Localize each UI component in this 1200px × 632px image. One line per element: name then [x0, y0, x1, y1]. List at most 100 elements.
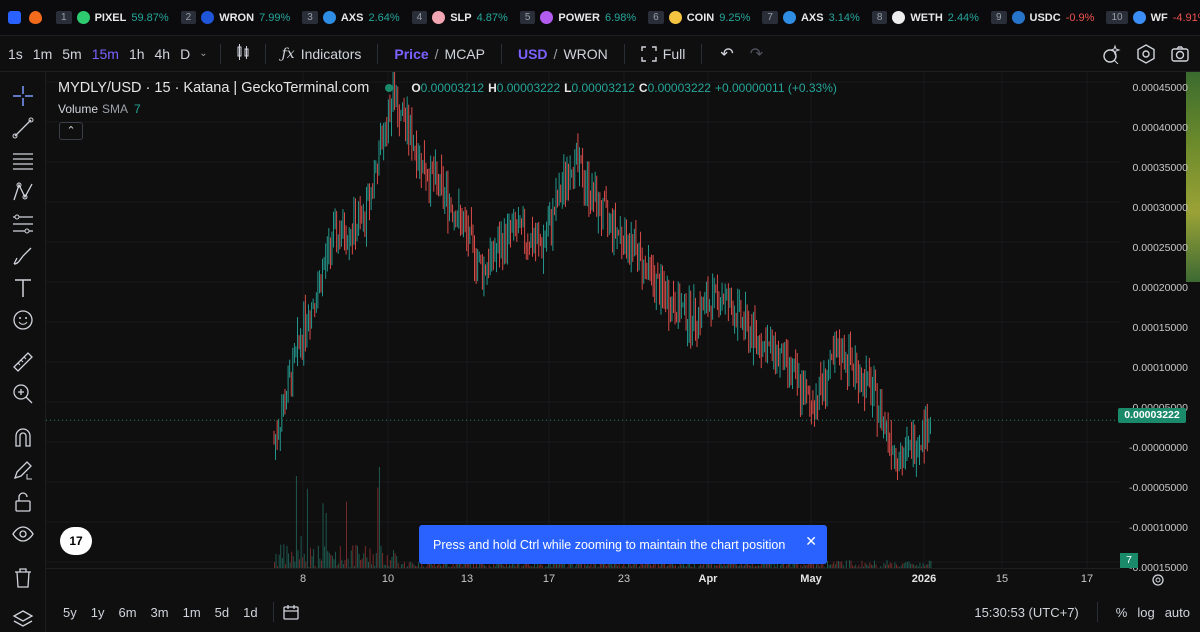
ticker-item-wf[interactable]: 10 WF -4.91%: [1102, 11, 1200, 24]
axis-settings-icon[interactable]: [1150, 572, 1166, 588]
volume-legend[interactable]: Volume SMA 7: [58, 102, 141, 116]
horizontal-lines-icon[interactable]: [11, 148, 35, 172]
timeframe-15m[interactable]: 15m: [91, 45, 119, 62]
ticker-item-slp[interactable]: 4 SLP 4.87%: [408, 11, 516, 24]
timeframe-5m[interactable]: 5m: [62, 45, 82, 62]
volume-bar: [753, 566, 755, 568]
volume-bar: [761, 560, 763, 568]
interval-dropdown-icon[interactable]: ⌄: [199, 48, 208, 59]
volume-bar: [574, 566, 576, 568]
range-5d[interactable]: 5d: [214, 604, 230, 620]
text-icon[interactable]: [11, 276, 35, 300]
volume-bar: [801, 566, 803, 568]
volume-bar: [900, 565, 902, 568]
volume-bar: [885, 564, 886, 568]
volume-bar: [300, 535, 302, 568]
volume-bar: [468, 562, 470, 568]
volume-bar: [559, 561, 561, 568]
ticker-item-power[interactable]: 5 POWER 6.98%: [516, 11, 644, 24]
goto-date-icon[interactable]: [282, 603, 300, 621]
log-toggle[interactable]: log: [1137, 604, 1155, 620]
volume-bar: [576, 560, 578, 568]
wron-option[interactable]: WRON: [563, 45, 608, 62]
currency-toggle[interactable]: USD / WRON: [510, 46, 616, 62]
ticker-item-axs[interactable]: 7 AXS 3.14%: [758, 11, 867, 24]
ruler-icon[interactable]: [11, 350, 35, 374]
symbol-title[interactable]: MYDLY/USD · 15 · Katana | GeckoTerminal.…: [58, 80, 370, 96]
clock-timezone[interactable]: 15:30:53 (UTC+7): [974, 604, 1079, 620]
indicators-button[interactable]: ƒx Indicators: [274, 46, 370, 62]
fullscreen-button[interactable]: Full: [633, 46, 694, 62]
ticker-change: 9.25%: [719, 11, 751, 24]
eye-icon[interactable]: [11, 522, 35, 546]
mcap-option[interactable]: MCAP: [444, 45, 485, 62]
price-axis[interactable]: 0.00045000 0.00040000 0.00035000 0.00030000…: [1120, 72, 1200, 574]
volume-bar: [297, 550, 299, 568]
layers-icon[interactable]: [11, 608, 35, 632]
trend-line-icon[interactable]: [11, 116, 35, 140]
usd-option[interactable]: USD: [517, 45, 548, 62]
volume-bar: [639, 566, 640, 568]
range-5y[interactable]: 5y: [63, 604, 77, 620]
fib-icon[interactable]: [11, 212, 35, 236]
stay-in-drawing-icon[interactable]: [11, 458, 35, 482]
ticker-item-axs[interactable]: 3 AXS 2.64%: [298, 11, 407, 24]
tradingview-logo[interactable]: 17: [60, 527, 92, 555]
volume-bar: [745, 563, 747, 568]
ticker-item-wron[interactable]: 2 WRON 7.99%: [177, 11, 299, 24]
timeframe-1s[interactable]: 1s: [8, 45, 23, 62]
ticker-item-pixel[interactable]: 1 PIXEL 59.87%: [52, 11, 177, 24]
magnet-icon[interactable]: [11, 426, 35, 450]
camera-icon[interactable]: [1170, 44, 1190, 64]
price-chart[interactable]: [46, 72, 1120, 568]
range-1d[interactable]: 1d: [243, 604, 258, 620]
range-3m[interactable]: 3m: [150, 604, 169, 620]
ticker-item-weth[interactable]: 8 WETH 2.44%: [868, 11, 987, 24]
close-icon[interactable]: ✕: [805, 533, 817, 549]
volume-bar: [765, 562, 767, 568]
zoom-in-icon[interactable]: [11, 382, 35, 406]
y-tick-label: 0.00010000: [1132, 362, 1188, 374]
auto-toggle[interactable]: auto: [1164, 604, 1190, 620]
trash-icon[interactable]: [11, 566, 35, 590]
volume-bar: [592, 567, 593, 568]
range-1m[interactable]: 1m: [182, 604, 201, 620]
crosshair-icon[interactable]: [11, 84, 35, 108]
flame-icon[interactable]: [29, 11, 42, 24]
emoji-icon[interactable]: [11, 308, 35, 332]
volume-bar: [786, 565, 788, 568]
collapse-legend-button[interactable]: ⌃: [59, 122, 83, 140]
candle-type-icon[interactable]: [229, 43, 257, 64]
ticker-item-usdc[interactable]: 9 USDC -0.9%: [987, 11, 1102, 24]
range-1y[interactable]: 1y: [90, 604, 105, 620]
volume-bar: [302, 557, 304, 568]
timeframe-D[interactable]: D: [180, 45, 191, 62]
token-logo-icon: [201, 11, 215, 24]
undo-icon[interactable]: ↶: [720, 45, 734, 63]
timeframe-1m[interactable]: 1m: [32, 45, 53, 62]
toast-message: Press and hold Ctrl while zooming to mai…: [433, 537, 786, 552]
pattern-icon[interactable]: [11, 180, 35, 204]
quick-search-icon[interactable]: [1102, 44, 1122, 64]
volume-bar: [388, 566, 390, 568]
volume-bar: [615, 561, 617, 568]
ticker-home[interactable]: [0, 11, 52, 24]
lock-icon[interactable]: [11, 490, 35, 514]
brush-icon[interactable]: [11, 244, 35, 268]
percent-toggle[interactable]: %: [1115, 604, 1128, 620]
timeframe-1h[interactable]: 1h: [128, 45, 145, 62]
x-tick-label: Apr: [698, 573, 718, 585]
time-axis[interactable]: 8 10 13 17 23 Apr May 2026 15 17: [46, 568, 1164, 590]
redo-icon[interactable]: ↷: [749, 45, 764, 63]
ticker-item-coin[interactable]: 6 COIN 9.25%: [644, 11, 758, 24]
range-6m[interactable]: 6m: [118, 604, 137, 620]
price-mcap-toggle[interactable]: Price / MCAP: [386, 46, 493, 62]
portfolio-icon[interactable]: [8, 11, 21, 24]
volume-bar: [783, 561, 785, 568]
timeframe-4h[interactable]: 4h: [154, 45, 171, 62]
volume-bar: [415, 566, 416, 568]
price-option[interactable]: Price: [394, 45, 429, 62]
volume-bar: [740, 563, 742, 568]
settings-icon[interactable]: [1136, 44, 1156, 64]
volume-bar: [643, 565, 645, 568]
